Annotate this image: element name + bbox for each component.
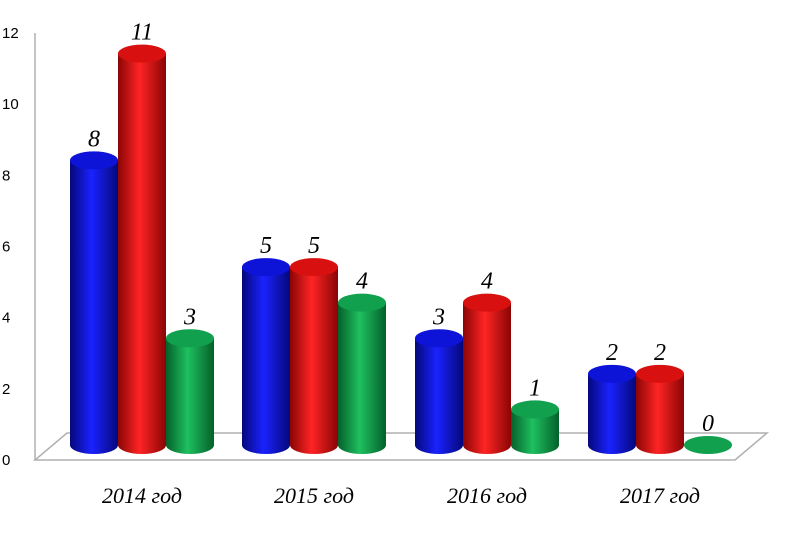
bar bbox=[684, 436, 732, 454]
data-label: 11 bbox=[131, 20, 153, 46]
bar-series bbox=[70, 44, 732, 455]
bar bbox=[118, 44, 166, 454]
bar-cap bbox=[242, 258, 290, 277]
y-axis-ticks: 0 2 4 6 8 10 12 bbox=[2, 25, 19, 469]
bar bbox=[636, 364, 684, 454]
y-tick-label: 8 bbox=[2, 167, 10, 184]
data-label: 3 bbox=[183, 304, 196, 330]
data-label: 1 bbox=[529, 375, 541, 401]
bar-cap bbox=[463, 293, 511, 312]
data-label: 4 bbox=[481, 269, 493, 295]
bar-body bbox=[463, 302, 511, 454]
bar bbox=[290, 258, 338, 454]
bar-body bbox=[636, 373, 684, 454]
bar bbox=[242, 258, 290, 454]
bar-body bbox=[415, 338, 463, 454]
bar-cap bbox=[684, 436, 732, 454]
data-label: 2 bbox=[654, 340, 666, 366]
data-label: 3 bbox=[432, 304, 445, 330]
x-tick-label: 2017 год bbox=[620, 483, 700, 508]
data-label: 5 bbox=[260, 233, 272, 259]
y-tick-label: 2 bbox=[2, 381, 10, 398]
bar bbox=[511, 400, 559, 454]
y-tick-label: 10 bbox=[2, 96, 19, 113]
bar-cap bbox=[70, 151, 118, 170]
x-tick-label: 2016 год bbox=[447, 483, 527, 508]
bar-cap bbox=[290, 258, 338, 277]
chart-floor bbox=[32, 432, 770, 461]
x-tick-label: 2014 год bbox=[102, 483, 182, 508]
bar-cap bbox=[636, 364, 684, 383]
bar-cap bbox=[338, 293, 386, 312]
chart-axes bbox=[32, 33, 770, 461]
data-label: 4 bbox=[356, 269, 368, 295]
bar-body bbox=[242, 267, 290, 454]
bar bbox=[415, 329, 463, 454]
data-labels: 8 11 3 5 5 4 3 4 1 2 2 0 bbox=[88, 20, 714, 437]
y-tick-label: 0 bbox=[2, 452, 10, 469]
bar-body bbox=[511, 409, 559, 454]
y-tick-label: 4 bbox=[2, 310, 10, 327]
bar bbox=[338, 293, 386, 454]
x-axis-labels: 2014 год 2015 год 2016 год 2017 год bbox=[102, 483, 700, 508]
data-label: 5 bbox=[308, 233, 320, 259]
bar-body bbox=[166, 338, 214, 454]
bar-body bbox=[290, 267, 338, 454]
bar bbox=[166, 329, 214, 454]
bar-cap bbox=[118, 44, 166, 63]
bar-cap bbox=[166, 329, 214, 348]
bar-body bbox=[118, 53, 166, 454]
bar-body bbox=[70, 160, 118, 455]
bar bbox=[588, 364, 636, 454]
y-tick-label: 12 bbox=[2, 25, 19, 42]
bar-body bbox=[588, 373, 636, 454]
data-label: 8 bbox=[88, 126, 100, 152]
bar bbox=[70, 151, 118, 455]
x-tick-label: 2015 год bbox=[274, 483, 354, 508]
bar-body bbox=[338, 302, 386, 454]
data-label: 0 bbox=[702, 411, 714, 437]
bar-cap bbox=[511, 400, 559, 419]
bar-cap bbox=[588, 364, 636, 383]
y-tick-label: 6 bbox=[2, 239, 10, 256]
bar bbox=[463, 293, 511, 454]
bar-cap bbox=[415, 329, 463, 348]
data-label: 2 bbox=[606, 340, 618, 366]
